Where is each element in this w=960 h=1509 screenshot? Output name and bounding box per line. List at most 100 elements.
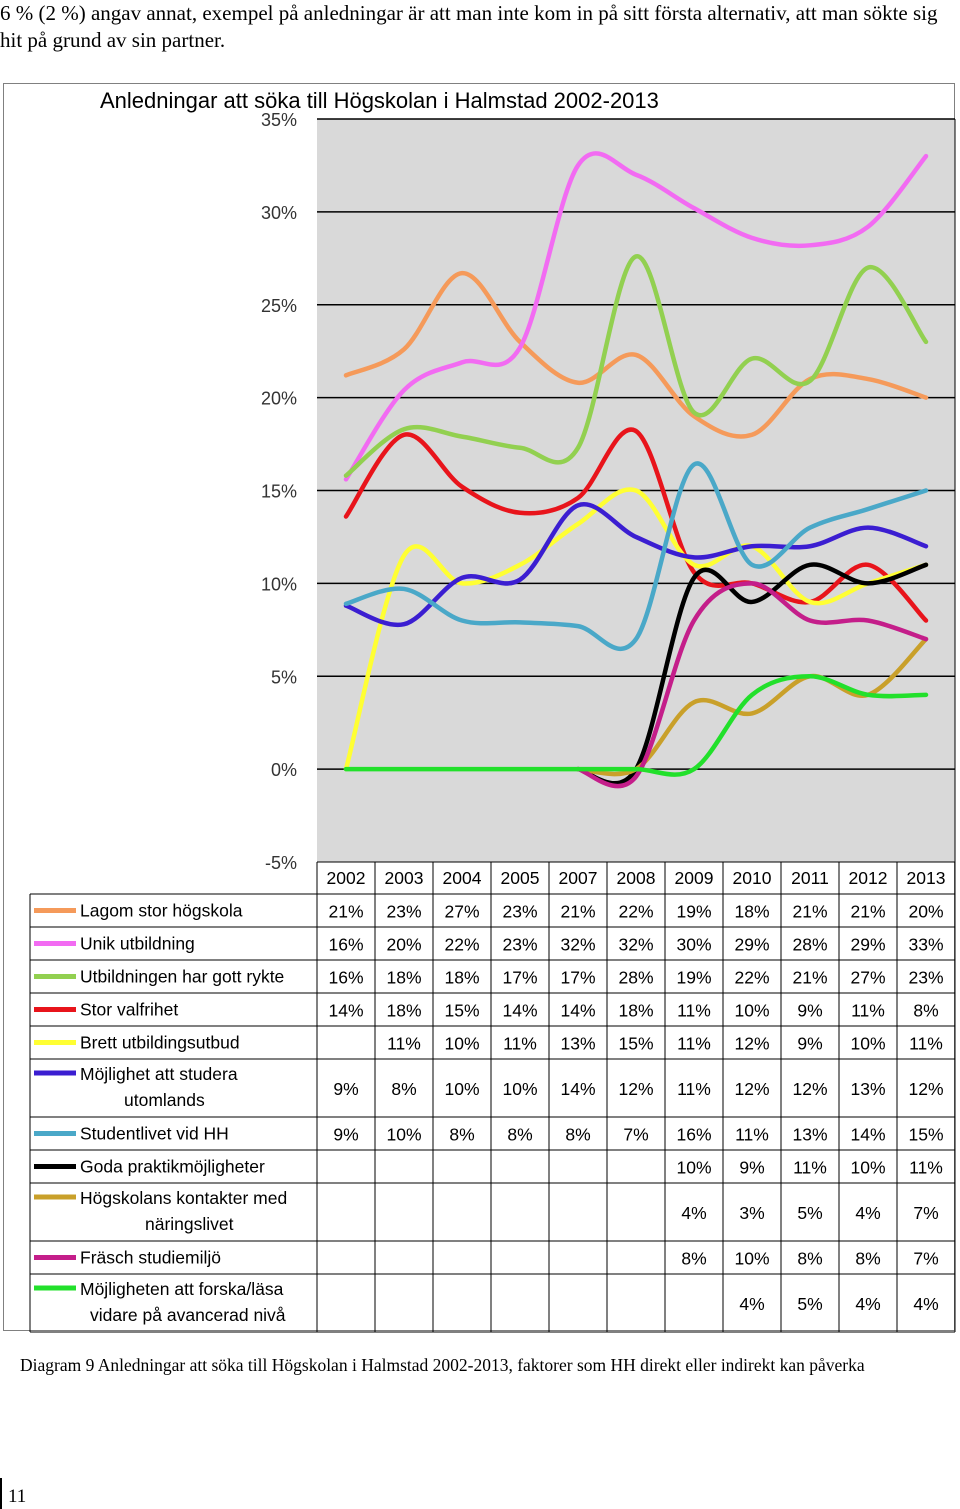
data-label: 19% [676, 902, 711, 922]
data-label: 12% [734, 1079, 769, 1099]
y-tick-label: 30% [261, 203, 297, 223]
data-label: 21% [792, 902, 827, 922]
legend-name: Stor valfrihet [80, 1000, 178, 1020]
x-category-label: 2002 [327, 868, 366, 888]
legend-name: Möjligheten att forska/läsa vidare på ava… [80, 1279, 286, 1325]
data-label: 20% [908, 902, 943, 922]
y-axis-ticks: 35% 30% 25% 20% 15% 10% 5% 0% -5% [261, 110, 297, 873]
data-label: 23% [502, 935, 537, 955]
data-label: 8% [855, 1249, 880, 1269]
data-label: 32% [560, 935, 595, 955]
data-label: 11% [677, 1079, 711, 1099]
legend-name: Fräsch studiemiljö [80, 1248, 221, 1268]
data-label: 12% [792, 1079, 827, 1099]
data-label: 8% [681, 1249, 706, 1269]
data-label: 14% [850, 1125, 885, 1145]
data-label: 13% [792, 1125, 827, 1145]
data-label: 8% [797, 1249, 822, 1269]
y-tick-label: 20% [261, 389, 297, 409]
data-label: 5% [797, 1294, 822, 1314]
y-tick-label: 25% [261, 296, 297, 316]
data-label: 7% [913, 1249, 938, 1269]
legend-name: Unik utbildning [80, 934, 195, 954]
x-category-label: 2007 [559, 868, 598, 888]
series-line-5 [343, 487, 929, 772]
data-label: 12% [734, 1034, 769, 1054]
figure-caption: Diagram 9 Anledningar att söka till Högs… [20, 1355, 865, 1375]
data-label: 12% [908, 1079, 943, 1099]
data-label: 4% [913, 1294, 938, 1314]
data-label: 23% [386, 902, 421, 922]
data-label: 18% [386, 1001, 421, 1021]
data-label: 4% [681, 1203, 706, 1223]
page-number: 11 [8, 1486, 27, 1507]
y-tick-label: 35% [261, 110, 297, 130]
legend-name-line: Möjligheten att forska/läsa [80, 1279, 284, 1299]
x-category-label: 2004 [443, 868, 482, 888]
data-label: 21% [792, 968, 827, 988]
data-label: 22% [444, 935, 479, 955]
legend-name: Brett utbildingsutbud [80, 1033, 240, 1053]
data-label: 14% [502, 1001, 537, 1021]
series-line-4 [343, 427, 929, 623]
data-label: 11% [909, 1034, 943, 1054]
data-label: 27% [850, 968, 885, 988]
data-label: 10% [676, 1158, 711, 1178]
legend-name: Högskolans kontakter med näringslivet [80, 1188, 287, 1234]
x-category-label: 2005 [501, 868, 540, 888]
data-label: 18% [618, 1001, 653, 1021]
data-label: 9% [797, 1034, 822, 1054]
data-label: 14% [560, 1001, 595, 1021]
data-label: 9% [739, 1158, 764, 1178]
data-label: 11% [503, 1034, 537, 1054]
data-label: 5% [797, 1203, 822, 1223]
data-label: 21% [850, 902, 885, 922]
line-chart: 35%30%25%20%15%10%5%0%-5% 2002 2003 2004 20… [29, 110, 956, 1333]
data-label: 21% [328, 902, 363, 922]
data-label: 22% [618, 902, 653, 922]
data-label: 12% [618, 1079, 653, 1099]
data-label: 11% [793, 1158, 827, 1178]
data-label: 9% [333, 1125, 358, 1145]
data-label: 27% [444, 902, 479, 922]
data-label: 14% [560, 1079, 595, 1099]
data-label: 28% [792, 935, 827, 955]
data-label: 30% [676, 935, 711, 955]
data-label: 18% [444, 968, 479, 988]
series-line-3 [343, 254, 929, 478]
legend-name: Lagom stor högskola [80, 901, 243, 921]
x-category-label: 2013 [907, 868, 946, 888]
legend-name: Studentlivet vid HH [80, 1124, 229, 1144]
data-label: 16% [328, 935, 363, 955]
data-label: 15% [618, 1034, 653, 1054]
x-category-label: 2010 [733, 868, 772, 888]
chart-title: Anledningar att söka till Högskolan i Ha… [100, 88, 659, 113]
data-label: 7% [623, 1125, 648, 1145]
data-label: 15% [908, 1125, 943, 1145]
data-label: 10% [850, 1034, 885, 1054]
data-label: 9% [797, 1001, 822, 1021]
data-label: 11% [909, 1158, 943, 1178]
data-label: 11% [677, 1034, 711, 1054]
legend-name: Möjlighet att studera utomlands [80, 1064, 238, 1110]
data-label: 11% [387, 1034, 421, 1054]
legend-name-line: näringslivet [145, 1214, 234, 1234]
data-label: 16% [328, 968, 363, 988]
legend-name-line: vidare på avancerad nivå [90, 1305, 286, 1325]
legend-name-line: Möjlighet att studera [80, 1064, 238, 1084]
data-label: 11% [735, 1125, 769, 1145]
legend-name: Utbildningen har gott rykte [80, 967, 284, 987]
data-label: 10% [734, 1249, 769, 1269]
x-category-label: 2003 [385, 868, 424, 888]
data-label: 18% [386, 968, 421, 988]
data-label: 23% [502, 902, 537, 922]
data-label: 10% [734, 1001, 769, 1021]
y-tick-label: 0% [271, 760, 297, 780]
data-label: 8% [913, 1001, 938, 1021]
data-label: 21% [560, 902, 595, 922]
data-label: 9% [333, 1079, 358, 1099]
data-label: 3% [739, 1203, 764, 1223]
data-table: 2002 2003 2004 2005 2007 2008 2009 2010 2011 2012… [29, 119, 956, 1333]
series-line-11 [343, 674, 929, 777]
x-category-label: 2008 [617, 868, 656, 888]
